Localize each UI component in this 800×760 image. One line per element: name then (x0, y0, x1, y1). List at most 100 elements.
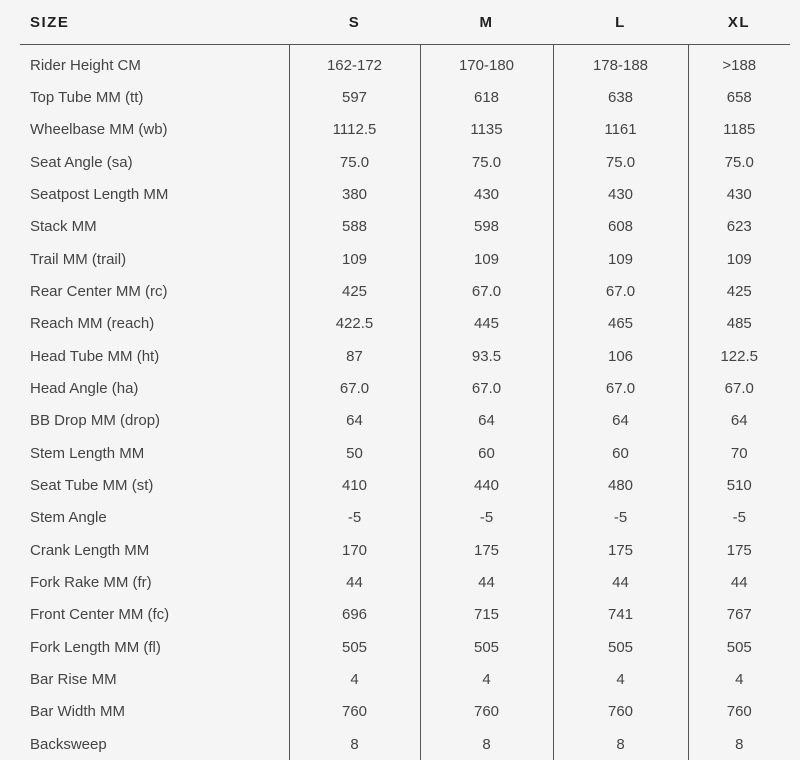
value-cell-xl: 425 (687, 275, 790, 308)
value-cell-s: 380 (288, 178, 420, 211)
value-cell-s: -5 (288, 501, 420, 534)
value-cell-m: 618 (419, 81, 553, 114)
table-row: Fork Length MM (fl) 505 505 505 505 (20, 630, 790, 664)
value-cell-xl: 485 (687, 307, 790, 340)
value-cell-s: 75.0 (288, 145, 420, 179)
value-cell-xl: 658 (687, 81, 790, 114)
table-row: Fork Rake MM (fr) 44 44 44 44 (20, 566, 790, 599)
value-cell-s: 422.5 (288, 307, 420, 340)
value-cell-xl: 767 (687, 598, 790, 631)
table-row: Seat Tube MM (st) 410 440 480 510 (20, 469, 790, 502)
value-cell-xl: 175 (687, 533, 790, 567)
value-cell-xl: 44 (687, 566, 790, 599)
value-cell-s: 44 (288, 566, 420, 599)
value-cell-l: 1161 (552, 113, 688, 146)
row-label: Head Tube MM (ht) (30, 347, 160, 365)
value-cell-m: 175 (419, 533, 553, 567)
value-cell-s: 162-172 (288, 49, 420, 82)
row-label: Trail MM (trail) (30, 250, 127, 268)
value-cell-l: 741 (552, 598, 688, 631)
row-label: Stack MM (30, 218, 97, 236)
value-cell-m: 170-180 (419, 49, 553, 82)
value-cell-m: -5 (419, 501, 553, 534)
row-label: Seatpost Length MM (30, 185, 169, 203)
table-row: Rear Center MM (rc) 425 67.0 67.0 425 (20, 275, 790, 308)
value-cell-s: 597 (288, 81, 420, 114)
table-row: Backsweep 8 8 8 8 (20, 727, 790, 760)
spacer-row (20, 44, 790, 49)
value-cell-xl: 75.0 (687, 145, 790, 179)
value-cell-m: 93.5 (419, 339, 553, 373)
value-cell-s: 50 (288, 436, 420, 470)
value-cell-xl: 70 (687, 436, 790, 470)
value-cell-m: 505 (419, 630, 553, 664)
table-row: Seatpost Length MM 380 430 430 430 (20, 178, 790, 211)
size-xl-header: XL (688, 0, 790, 45)
value-cell-xl: >188 (687, 49, 790, 82)
row-label: Wheelbase MM (wb) (30, 121, 168, 139)
value-cell-s: 8 (288, 727, 420, 760)
value-cell-l: 106 (552, 339, 688, 373)
row-label: Fork Length MM (fl) (30, 638, 161, 656)
table-row: Rider Height CM 162-172 170-180 178-188 >188 (20, 49, 790, 82)
value-cell-m: 67.0 (419, 372, 553, 405)
value-cell-l: 109 (552, 242, 688, 276)
value-cell-m: 67.0 (419, 275, 553, 308)
value-cell-m: 64 (419, 404, 553, 437)
value-cell-s: 4 (288, 663, 420, 696)
value-cell-m: 4 (419, 663, 553, 696)
value-cell-s: 760 (288, 695, 420, 728)
table-row: Head Tube MM (ht) 87 93.5 106 122.5 (20, 339, 790, 373)
value-cell-s: 170 (288, 533, 420, 567)
value-cell-s: 696 (288, 598, 420, 631)
value-cell-l: 760 (552, 695, 688, 728)
value-cell-m: 75.0 (419, 145, 553, 179)
value-cell-l: 60 (552, 436, 688, 470)
value-cell-l: 67.0 (552, 372, 688, 405)
size-s-header: S (289, 0, 420, 45)
value-cell-l: 75.0 (552, 145, 688, 179)
value-cell-m: 715 (419, 598, 553, 631)
table-row: Bar Width MM 760 760 760 760 (20, 695, 790, 728)
value-cell-xl: -5 (687, 501, 790, 534)
value-cell-m: 60 (419, 436, 553, 470)
row-label: Stem Angle (30, 509, 107, 527)
row-label: Rear Center MM (rc) (30, 282, 168, 300)
header-row: SIZE S M L XL (20, 0, 790, 45)
value-cell-xl: 8 (687, 727, 790, 760)
row-label: BB Drop MM (drop) (30, 412, 161, 430)
value-cell-m: 8 (419, 727, 553, 760)
table-row: Reach MM (reach) 422.5 445 465 485 (20, 307, 790, 340)
value-cell-xl: 67.0 (687, 372, 790, 405)
value-cell-xl: 1185 (687, 113, 790, 146)
value-cell-xl: 760 (687, 695, 790, 728)
value-cell-m: 430 (419, 178, 553, 211)
value-cell-xl: 109 (687, 242, 790, 276)
row-label: Seat Tube MM (st) (30, 476, 154, 494)
row-label: Rider Height CM (30, 56, 141, 74)
value-cell-m: 1135 (419, 113, 553, 146)
value-cell-s: 67.0 (288, 372, 420, 405)
table-row: Wheelbase MM (wb) 1112.5 1135 1161 1185 (20, 113, 790, 146)
value-cell-l: 465 (552, 307, 688, 340)
row-label: Front Center MM (fc) (30, 606, 170, 624)
value-cell-m: 109 (419, 242, 553, 276)
table-row: Bar Rise MM 4 4 4 4 (20, 663, 790, 696)
geometry-table: SIZE S M L XL Rider Height CM 162-172 170-… (20, 0, 790, 760)
value-cell-s: 1112.5 (288, 113, 420, 146)
value-cell-s: 588 (288, 210, 420, 243)
row-label: Fork Rake MM (fr) (30, 573, 152, 591)
value-cell-l: 4 (552, 663, 688, 696)
value-cell-s: 505 (288, 630, 420, 664)
value-cell-s: 410 (288, 469, 420, 502)
value-cell-s: 109 (288, 242, 420, 276)
table-row: Seat Angle (sa) 75.0 75.0 75.0 75.0 (20, 145, 790, 179)
value-cell-xl: 122.5 (687, 339, 790, 373)
table-row: Trail MM (trail) 109 109 109 109 (20, 242, 790, 276)
row-label: Stem Length MM (30, 444, 145, 462)
value-cell-xl: 430 (687, 178, 790, 211)
row-label: Head Angle (ha) (30, 379, 139, 397)
table-row: Stack MM 588 598 608 623 (20, 210, 790, 243)
row-label: Seat Angle (sa) (30, 153, 133, 171)
size-m-header: M (420, 0, 553, 45)
